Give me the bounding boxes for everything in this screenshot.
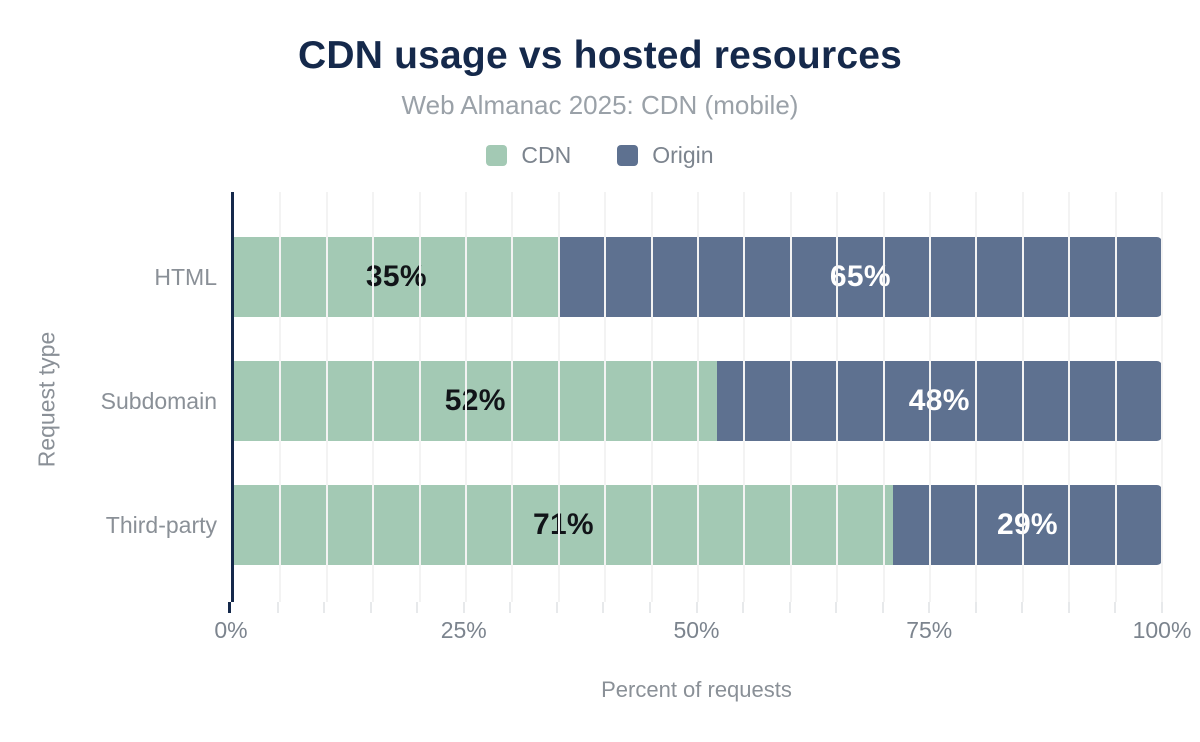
plot-area: HTML 35% 65% Subdomain 52% 48% Third-party 71% 2… [101,192,1163,602]
gridline [650,192,653,602]
minor-tick [369,602,372,613]
gridline [1068,192,1071,602]
gridline [697,192,699,602]
legend: CDN Origin [0,142,1200,169]
bar-value-label: 71% [532,508,594,541]
minor-tick [1114,602,1117,613]
bar-value-label: 52% [444,384,506,417]
minor-tick [323,602,326,613]
x-tick-label-25: 25% [440,617,487,643]
gridline [418,192,421,602]
gridline [743,192,746,602]
bar-segment-origin[interactable]: 48% [716,361,1162,441]
bar-value-label: 65% [829,260,891,293]
bar-row-third-party: Third-party 71% 29% [106,485,1162,565]
x-axis-ticks [228,602,1163,613]
minor-tick [1161,602,1163,613]
minor-tick [555,602,558,613]
gridline [511,192,514,602]
chart-subtitle: Web Almanac 2025: CDN (mobile) [401,90,799,120]
minor-tick [462,602,465,613]
gridline [836,192,839,602]
minor-tick [742,602,745,613]
legend-item-cdn[interactable]: CDN [486,142,571,169]
gridline [279,192,282,602]
gridline [604,192,607,602]
minor-tick [881,602,884,613]
bar-row-html: HTML 35% 65% [154,237,1162,317]
gridline [557,192,560,602]
minor-tick [416,602,419,613]
minor-tick [1067,602,1070,613]
bar-value-label: 48% [908,384,970,417]
x-tick-label-0: 0% [214,617,248,643]
gridline [882,192,885,602]
bar-segment-cdn[interactable]: 52% [234,361,717,441]
legend-label: Origin [652,142,714,168]
gridline [975,192,978,602]
minor-tick [695,602,698,613]
x-tick-label-100: 100% [1132,617,1192,643]
gridline [465,192,467,602]
minor-tick [1021,602,1024,613]
gridline [325,192,328,602]
x-tick-label-75: 75% [906,617,953,643]
category-label: Third-party [105,511,217,538]
x-tick-label-50: 50% [673,617,720,643]
gridline [372,192,375,602]
minor-tick [928,602,931,613]
bar-segment-origin[interactable]: 65% [558,237,1162,317]
bar-segment-cdn[interactable]: 35% [234,237,559,317]
bar-value-label: 29% [996,508,1058,541]
category-label: HTML [154,263,217,290]
legend-item-origin[interactable]: Origin [617,142,714,169]
bar-value-label: 35% [365,260,427,293]
chart-title: CDN usage vs hosted resources [297,34,903,77]
minor-tick [788,602,791,613]
axis-zero-tick [228,602,231,613]
minor-tick [974,602,977,613]
gridline [1114,192,1117,602]
minor-tick [602,602,605,613]
legend-swatch-icon [617,145,639,166]
minor-tick [276,602,279,613]
minor-tick [835,602,838,613]
gridline [789,192,792,602]
x-axis-title: Percent of requests [601,677,792,702]
gridline [929,192,931,602]
category-label: Subdomain [100,387,217,414]
legend-label: CDN [521,142,572,168]
gridline [1161,192,1163,602]
minor-tick [509,602,512,613]
gridline [1021,192,1024,602]
bar-segment-origin[interactable]: 29% [892,485,1162,565]
x-tick-labels: 0% 25% 50% 75% 100% [214,617,1191,647]
bar-segment-cdn[interactable]: 71% [234,485,893,565]
legend-swatch-icon [486,145,508,166]
minor-tick [648,602,651,613]
